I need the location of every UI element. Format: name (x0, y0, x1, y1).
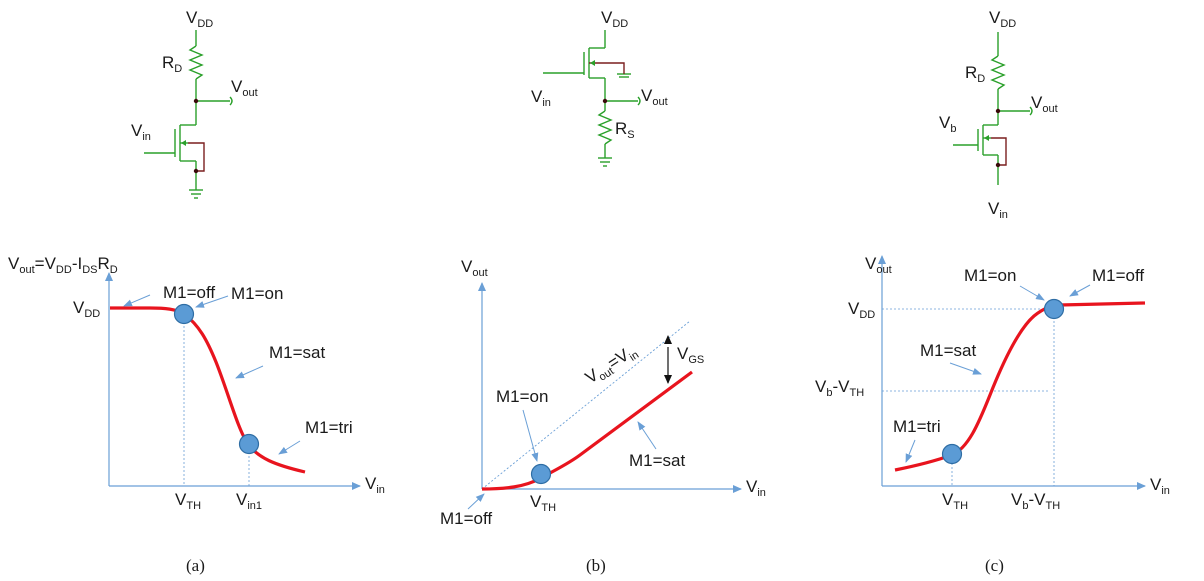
panel-a: VDD RD Vout Vin Vout=VDD-IDSRD VDD VTH V… (8, 8, 385, 575)
annotation-sat-c: M1=sat (920, 341, 976, 360)
tick-vdd-c: VDD (848, 299, 875, 321)
tick-vth-b: VTH (530, 492, 556, 514)
panel-c: VDD RD Vout Vb Vin Vout Vin VDD Vb-VTH V… (815, 8, 1170, 575)
annotation-on-b: M1=on (496, 387, 548, 406)
vout-label-a: Vout (231, 77, 258, 99)
identity-label-b: Vout=Vin (582, 341, 641, 390)
rs-label-b: RS (615, 119, 635, 141)
rd-label-a: RD (162, 53, 182, 75)
vb-label-c: Vb (939, 113, 956, 135)
operating-point-on-a (173, 303, 195, 325)
annotation-sat-a: M1=sat (269, 343, 325, 362)
node-dot (193, 168, 199, 174)
tick-vth-a: VTH (175, 490, 201, 512)
annotation-off-a: M1=off (163, 283, 215, 302)
annotation-off-b: M1=off (440, 509, 492, 528)
annotation-tri-c: M1=tri (893, 417, 941, 436)
annotation-off-c: M1=off (1092, 266, 1144, 285)
x-axis-label-c: Vin (1150, 475, 1170, 497)
vin-label-b: Vin (531, 87, 551, 109)
circuit-b (543, 30, 641, 167)
annotation-on-a: M1=on (231, 284, 283, 303)
transfer-curve-c (894, 301, 1146, 472)
vin-label-a: Vin (131, 121, 151, 143)
y-axis-label-b: Vout (461, 257, 488, 279)
vdd-label-a: VDD (186, 8, 213, 30)
operating-point-on-b (530, 463, 552, 485)
annotation-sat-b: M1=sat (629, 451, 685, 470)
node-dot (193, 98, 199, 104)
x-axis-label-a: Vin (365, 474, 385, 496)
identity-line-b (481, 320, 691, 490)
circuit-c (953, 32, 1033, 185)
rd-label-c: RD (965, 63, 985, 85)
caption-b: (b) (586, 556, 606, 575)
y-axis-label-c: Vout (865, 254, 892, 276)
tick-vb-vth-y-c: Vb-VTH (815, 377, 864, 399)
vdd-label-b: VDD (601, 8, 628, 30)
vgs-label-b: VGS (677, 344, 704, 366)
operating-point-on-c (1043, 298, 1065, 320)
x-axis-label-b: Vin (746, 477, 766, 499)
tick-vb-vth-x-c: Vb-VTH (1011, 490, 1060, 512)
y-axis-label-a: Vout=VDD-IDSRD (8, 254, 118, 276)
vout-label-b: Vout (641, 86, 668, 108)
transfer-curve-a (110, 306, 306, 474)
vout-label-c: Vout (1031, 93, 1058, 115)
caption-a: (a) (186, 556, 205, 575)
annotation-tri-a: M1=tri (305, 418, 353, 437)
node-dot (995, 162, 1001, 168)
node-dot (602, 98, 608, 104)
tick-vdd-a: VDD (73, 298, 100, 320)
vin-label-c: Vin (988, 199, 1008, 221)
operating-point-tri-c (941, 443, 963, 465)
caption-c: (c) (985, 556, 1004, 575)
vdd-label-c: VDD (989, 8, 1016, 30)
panel-b: VDD Vin Vout RS Vout Vin Vout=Vin VGS VT… (440, 8, 766, 575)
operating-point-tri-a (238, 433, 260, 455)
circuit-a (144, 30, 233, 199)
tick-vth-c: VTH (942, 490, 968, 512)
tick-vin1-a: Vin1 (236, 490, 262, 512)
node-dot (995, 108, 1001, 114)
annotation-on-c: M1=on (964, 266, 1016, 285)
